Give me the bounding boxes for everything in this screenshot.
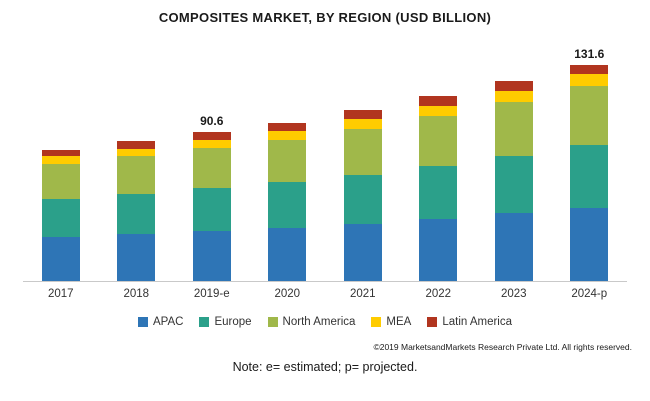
bar-segment-north-america [192, 148, 231, 189]
bar-column-2024-p: 131.6 [552, 33, 628, 281]
bar-segment-north-america [117, 156, 156, 194]
legend-item-north-america: North America [267, 316, 356, 328]
bar-segment-latin-america [494, 81, 533, 91]
bar-segment-europe [117, 193, 156, 235]
x-tick-label: 2024-p [571, 288, 608, 300]
bar-segment-mea [343, 119, 382, 129]
bar-segment-mea [41, 156, 80, 164]
bar-segment-mea [570, 74, 609, 87]
x-tick-label: 2021 [349, 288, 376, 300]
legend-label: Europe [214, 316, 252, 328]
legend-label: Latin America [442, 316, 513, 328]
bar-segment-apac [494, 213, 533, 281]
bar-segment-apac [343, 223, 382, 281]
legend-item-mea: MEA [371, 316, 411, 328]
stacked-bar [117, 141, 156, 281]
legend-label: APAC [152, 316, 184, 328]
bar-column-2017 [23, 33, 99, 281]
bar-segment-north-america [41, 163, 80, 199]
bar-segment-latin-america [570, 64, 609, 75]
bar-segment-mea [494, 90, 533, 102]
bar-column-2023 [476, 33, 552, 281]
legend-label: North America [282, 316, 356, 328]
legend-swatch-icon [371, 317, 382, 327]
bar-segment-latin-america [343, 110, 382, 120]
bar-segment-mea [268, 131, 307, 141]
bar-column-2021 [325, 33, 401, 281]
bar-segment-apac [570, 207, 609, 281]
bar-segment-latin-america [268, 123, 307, 132]
bar-segment-europe [343, 174, 382, 224]
bar-segment-latin-america [41, 149, 80, 157]
x-tick-label: 2017 [47, 288, 74, 300]
bar-column-2019-e: 90.6 [174, 33, 250, 281]
bar-column-2022 [401, 33, 477, 281]
legend-item-latin-america: Latin America [427, 316, 512, 328]
legend-item-apac: APAC [137, 316, 184, 328]
stacked-bar [343, 110, 382, 281]
chart-legend: APAC Europe North America MEA Latin America [23, 316, 627, 328]
x-tick-label: 2018 [123, 288, 150, 300]
stacked-bar [192, 132, 231, 281]
bar-segment-latin-america [117, 141, 156, 149]
bar-segment-north-america [494, 101, 533, 156]
bar-segment-north-america [570, 86, 609, 146]
bar-column-2018 [99, 33, 175, 281]
stacked-bar [268, 123, 307, 281]
bar-column-2020 [250, 33, 326, 281]
bar-segment-north-america [343, 128, 382, 175]
bar-segment-mea [192, 139, 231, 149]
bar-segment-north-america [419, 115, 458, 166]
x-axis-labels: 2017 2018 2019-e 2020 2021 2022 2023 2024-p [23, 288, 627, 300]
legend-swatch-icon [427, 317, 438, 327]
bar-segment-apac [41, 236, 80, 281]
bar-segment-mea [117, 148, 156, 157]
bar-segment-europe [419, 165, 458, 219]
bar-segment-apac [192, 230, 231, 281]
total-data-label: 131.6 [574, 46, 605, 61]
stacked-bar-chart: 90.6 131.6 2017 2018 2019-e 2020 2021 2022 2023… [23, 33, 627, 328]
x-tick-label: 2020 [274, 288, 301, 300]
plot-area: 90.6 131.6 [23, 33, 627, 282]
bar-segment-apac [117, 234, 156, 281]
note-text: Note: e= estimated; p= projected. [232, 360, 418, 374]
bar-segment-europe [570, 145, 609, 208]
bar-segment-europe [494, 155, 533, 214]
copyright-text: ©2019 MarketsandMarkets Research Private… [373, 342, 632, 352]
legend-swatch-icon [137, 317, 148, 327]
legend-swatch-icon [267, 317, 278, 327]
stacked-bar [41, 149, 80, 281]
bar-segment-latin-america [192, 132, 231, 140]
legend-label: MEA [386, 316, 412, 328]
stacked-bar [570, 64, 609, 281]
legend-swatch-icon [199, 317, 210, 327]
bar-segment-europe [41, 198, 80, 237]
chart-title: COMPOSITES MARKET, BY REGION (USD BILLIO… [158, 10, 492, 25]
bar-segment-north-america [268, 140, 307, 183]
bar-segment-latin-america [419, 96, 458, 106]
x-tick-label: 2022 [425, 288, 452, 300]
bar-segment-apac [419, 218, 458, 281]
x-tick-label: 2023 [500, 288, 527, 300]
legend-item-europe: Europe [199, 316, 252, 328]
total-data-label: 90.6 [200, 114, 224, 129]
x-tick-label: 2019-e [193, 288, 230, 300]
bar-segment-apac [268, 227, 307, 281]
stacked-bar [419, 96, 458, 281]
bar-segment-mea [419, 105, 458, 116]
stacked-bar [494, 81, 533, 281]
bar-segment-europe [192, 188, 231, 231]
bar-segment-europe [268, 182, 307, 228]
